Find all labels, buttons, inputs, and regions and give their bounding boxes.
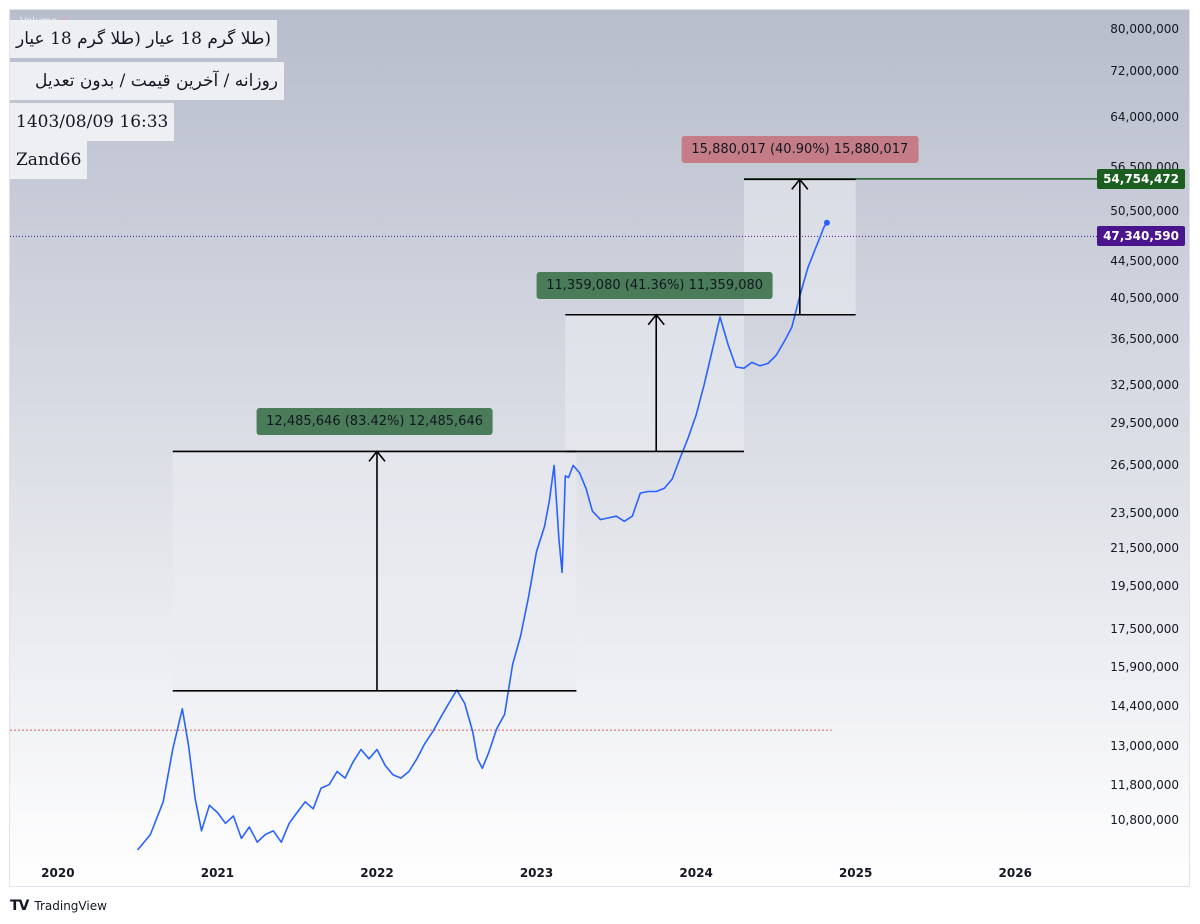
last-price-point [823, 219, 830, 226]
chart-datetime: 1403/08/09 16:33 [10, 103, 175, 141]
price-tag: 47,340,590 [1097, 226, 1185, 247]
measure-box-2 [565, 314, 744, 452]
measure-label: 15,880,017 (40.90%) 15,880,017 [681, 136, 919, 164]
y-tick-label: 23,500,000 [1110, 505, 1179, 520]
y-tick-label: 32,500,000 [1110, 377, 1179, 392]
y-tick-label: 10,800,000 [1110, 812, 1179, 827]
y-tick-label: 40,500,000 [1110, 290, 1179, 305]
measure-arrowhead-1 [368, 450, 386, 462]
price-tag: 54,754,472 [1097, 168, 1185, 189]
y-tick-label: 21,500,000 [1110, 540, 1179, 555]
measure-arrowhead-3 [791, 178, 809, 190]
x-tick-label: 2022 [360, 866, 394, 880]
y-tick-label: 64,000,000 [1110, 110, 1179, 125]
x-tick-label: 2020 [41, 866, 75, 880]
y-tick-label: 26,500,000 [1110, 458, 1179, 473]
chart-author: Zand66 [10, 141, 88, 179]
chart-subtitle: روزانه / آخرین قیمت / بدون تعدیل [10, 62, 284, 100]
y-tick-label: 44,500,000 [1110, 253, 1179, 268]
price-series-line [136, 222, 828, 851]
y-tick-label: 11,800,000 [1110, 777, 1179, 792]
measure-box-1 [172, 451, 577, 691]
measure-label: 12,485,646 (83.42%) 12,485,646 [256, 408, 493, 436]
footer: TV TradingView [10, 898, 107, 914]
tradingview-logo-icon[interactable]: TV [10, 898, 29, 914]
x-tick-label: 2023 [519, 866, 554, 880]
brand-name[interactable]: TradingView [34, 899, 107, 913]
x-tick-label: 2026 [998, 866, 1032, 880]
y-tick-label: 36,500,000 [1110, 331, 1179, 346]
y-tick-label: 50,500,000 [1110, 203, 1179, 218]
chart-frame[interactable]: Volume0 (طلا گرم 18 عیار (طلا گرم 18 عیا… [9, 9, 1190, 887]
x-tick-label: 2025 [838, 866, 873, 880]
y-tick-label: 19,500,000 [1110, 579, 1179, 594]
y-tick-label: 72,000,000 [1110, 63, 1179, 78]
price-chart-svg[interactable] [10, 10, 1190, 887]
x-tick-label: 2024 [679, 866, 713, 880]
symbol-title: (طلا گرم 18 عیار (طلا گرم 18 عیار [10, 20, 278, 58]
measure-label: 11,359,080 (41.36%) 11,359,080 [536, 271, 774, 299]
y-tick-label: 13,000,000 [1110, 739, 1179, 754]
y-tick-label: 29,500,000 [1110, 416, 1179, 431]
measure-arrowhead-2 [647, 313, 665, 326]
y-tick-label: 14,400,000 [1110, 699, 1179, 714]
y-tick-label: 15,900,000 [1110, 659, 1179, 674]
x-tick-label: 2021 [200, 866, 235, 880]
y-tick-label: 80,000,000 [1110, 22, 1179, 37]
y-tick-label: 17,500,000 [1110, 622, 1179, 637]
